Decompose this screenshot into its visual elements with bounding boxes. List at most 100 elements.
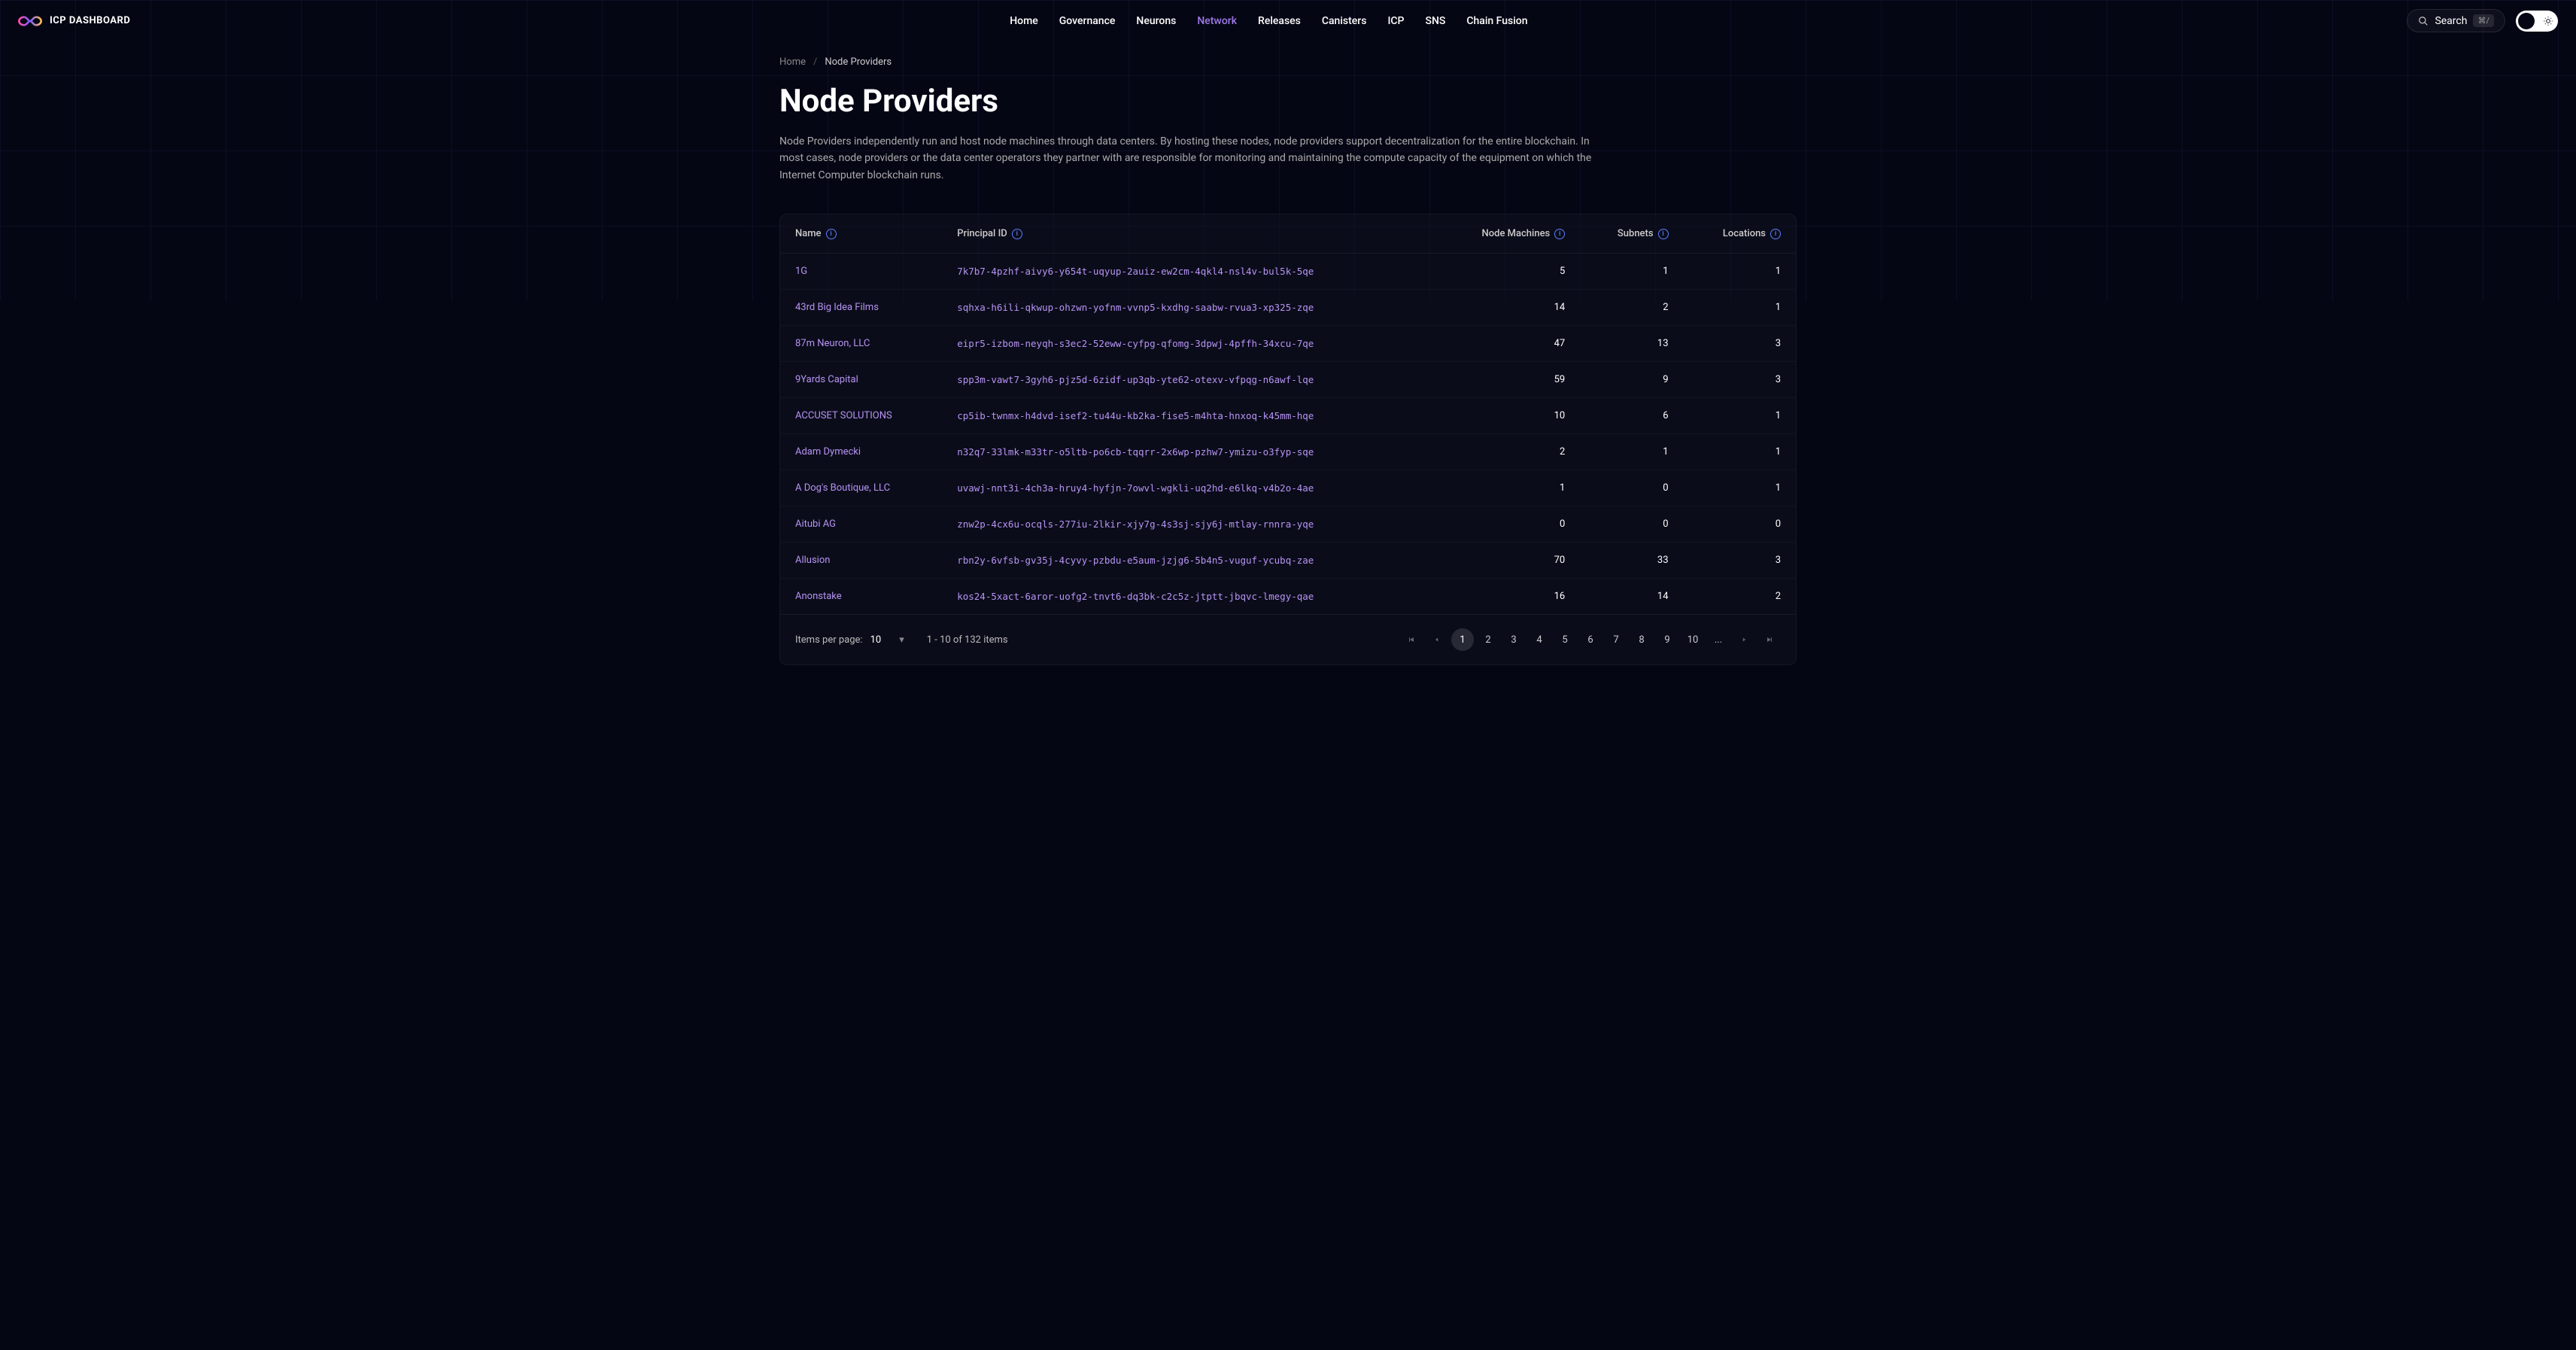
- page-title: Node Providers: [779, 83, 1797, 120]
- main-nav: Home Governance Neurons Network Releases…: [1010, 15, 1527, 27]
- cell-name[interactable]: ACCUSET SOLUTIONS: [780, 398, 942, 434]
- page-number-button[interactable]: 3: [1502, 628, 1525, 651]
- cell-locations: 1: [1684, 254, 1796, 290]
- breadcrumb: Home / Node Providers: [779, 56, 1797, 68]
- cell-machines: 10: [1435, 398, 1580, 434]
- nav-sns[interactable]: SNS: [1425, 15, 1445, 27]
- cell-machines: 47: [1435, 326, 1580, 362]
- cell-subnets: 13: [1580, 326, 1683, 362]
- page-number-button[interactable]: 10: [1681, 628, 1704, 651]
- cell-principal[interactable]: rbn2y-6vfsb-gv35j-4cyvy-pzbdu-e5aum-jzjg…: [942, 543, 1435, 579]
- sun-icon: [2543, 16, 2553, 26]
- search-label: Search: [2435, 15, 2467, 27]
- cell-machines: 1: [1435, 470, 1580, 506]
- cell-principal[interactable]: n32q7-33lmk-m33tr-o5ltb-po6cb-tqqrr-2x6w…: [942, 434, 1435, 470]
- page-ellipsis: ...: [1707, 628, 1730, 651]
- cell-machines: 2: [1435, 434, 1580, 470]
- footer-left: Items per page: 10 ▾ 1 - 10 of 132 items: [795, 634, 1008, 646]
- nav-releases[interactable]: Releases: [1258, 15, 1301, 27]
- cell-subnets: 14: [1580, 579, 1683, 615]
- providers-table-card: Namei Principal IDi Node Machinesi Subne…: [779, 214, 1797, 665]
- page-number-button[interactable]: 7: [1605, 628, 1627, 651]
- col-locations[interactable]: Locationsi: [1684, 214, 1796, 254]
- table-row: Adam Dymecki n32q7-33lmk-m33tr-o5ltb-po6…: [780, 434, 1796, 470]
- nav-network[interactable]: Network: [1197, 15, 1237, 27]
- table-row: ACCUSET SOLUTIONS cp5ib-twnmx-h4dvd-isef…: [780, 398, 1796, 434]
- nav-canisters[interactable]: Canisters: [1322, 15, 1367, 27]
- toggle-knob: [2518, 13, 2535, 29]
- info-icon[interactable]: i: [1658, 229, 1669, 239]
- cell-subnets: 1: [1580, 434, 1683, 470]
- nav-neurons[interactable]: Neurons: [1136, 15, 1176, 27]
- col-subnets[interactable]: Subnetsi: [1580, 214, 1683, 254]
- col-name[interactable]: Namei: [780, 214, 942, 254]
- cell-name[interactable]: 87m Neuron, LLC: [780, 326, 942, 362]
- cell-principal[interactable]: eipr5-izbom-neyqh-s3ec2-52eww-cyfpg-qfom…: [942, 326, 1435, 362]
- cell-name[interactable]: 1G: [780, 254, 942, 290]
- prev-page-button[interactable]: [1426, 628, 1448, 651]
- cell-principal[interactable]: cp5ib-twnmx-h4dvd-isef2-tu44u-kb2ka-fise…: [942, 398, 1435, 434]
- cell-principal[interactable]: kos24-5xact-6aror-uofg2-tnvt6-dq3bk-c2c5…: [942, 579, 1435, 615]
- cell-subnets: 0: [1580, 506, 1683, 543]
- nav-icp[interactable]: ICP: [1387, 15, 1404, 27]
- last-page-button[interactable]: [1758, 628, 1781, 651]
- logo[interactable]: ICP DASHBOARD: [18, 14, 130, 28]
- cell-principal[interactable]: 7k7b7-4pzhf-aivy6-y654t-uqyup-2auiz-ew2c…: [942, 254, 1435, 290]
- table-row: 9Yards Capital spp3m-vawt7-3gyh6-pjz5d-6…: [780, 362, 1796, 398]
- cell-machines: 5: [1435, 254, 1580, 290]
- per-page-select[interactable]: 10 ▾: [870, 634, 904, 646]
- cell-locations: 2: [1684, 579, 1796, 615]
- page-number-button[interactable]: 8: [1630, 628, 1653, 651]
- cell-name[interactable]: 43rd Big Idea Films: [780, 290, 942, 326]
- brand-text: ICP DASHBOARD: [50, 15, 130, 26]
- next-page-button[interactable]: [1733, 628, 1755, 651]
- cell-name[interactable]: Aitubi AG: [780, 506, 942, 543]
- main-content: Home / Node Providers Node Providers Nod…: [761, 41, 1815, 695]
- cell-subnets: 33: [1580, 543, 1683, 579]
- search-icon: [2418, 16, 2429, 26]
- cell-name[interactable]: Allusion: [780, 543, 942, 579]
- cell-locations: 3: [1684, 362, 1796, 398]
- page-number-button[interactable]: 2: [1477, 628, 1499, 651]
- page-number-button[interactable]: 6: [1579, 628, 1602, 651]
- first-page-button[interactable]: [1400, 628, 1423, 651]
- table-row: Aitubi AG znw2p-4cx6u-ocqls-277iu-2lkir-…: [780, 506, 1796, 543]
- header-right: Search ⌘/: [2407, 9, 2558, 32]
- breadcrumb-current: Node Providers: [825, 56, 892, 68]
- cell-name[interactable]: Anonstake: [780, 579, 942, 615]
- nav-chain-fusion[interactable]: Chain Fusion: [1466, 15, 1527, 27]
- info-icon[interactable]: i: [1012, 229, 1022, 239]
- cell-name[interactable]: Adam Dymecki: [780, 434, 942, 470]
- cell-name[interactable]: A Dog's Boutique, LLC: [780, 470, 942, 506]
- breadcrumb-home[interactable]: Home: [779, 56, 806, 68]
- cell-principal[interactable]: znw2p-4cx6u-ocqls-277iu-2lkir-xjy7g-4s3s…: [942, 506, 1435, 543]
- cell-machines: 0: [1435, 506, 1580, 543]
- per-page-label: Items per page:: [795, 634, 863, 646]
- col-machines[interactable]: Node Machinesi: [1435, 214, 1580, 254]
- theme-toggle[interactable]: [2516, 11, 2558, 32]
- cell-name[interactable]: 9Yards Capital: [780, 362, 942, 398]
- col-principal[interactable]: Principal IDi: [942, 214, 1435, 254]
- cell-locations: 0: [1684, 506, 1796, 543]
- page-number-button[interactable]: 4: [1528, 628, 1551, 651]
- cell-principal[interactable]: sqhxa-h6ili-qkwup-ohzwn-yofnm-vvnp5-kxdh…: [942, 290, 1435, 326]
- page-number-button[interactable]: 9: [1656, 628, 1678, 651]
- page-number-button[interactable]: 5: [1554, 628, 1576, 651]
- search-button[interactable]: Search ⌘/: [2407, 9, 2505, 32]
- page-number-button[interactable]: 1: [1451, 628, 1474, 651]
- nav-home[interactable]: Home: [1010, 15, 1038, 27]
- pagination: 12345678910...: [1400, 628, 1781, 651]
- table-row: Anonstake kos24-5xact-6aror-uofg2-tnvt6-…: [780, 579, 1796, 615]
- cell-machines: 16: [1435, 579, 1580, 615]
- info-icon[interactable]: i: [1770, 229, 1781, 239]
- cell-principal[interactable]: uvawj-nnt3i-4ch3a-hruy4-hyfjn-7owvl-wgkl…: [942, 470, 1435, 506]
- cell-subnets: 1: [1580, 254, 1683, 290]
- cell-locations: 1: [1684, 470, 1796, 506]
- info-icon[interactable]: i: [826, 229, 837, 239]
- cell-machines: 59: [1435, 362, 1580, 398]
- search-kbd: ⌘/: [2473, 14, 2494, 27]
- cell-principal[interactable]: spp3m-vawt7-3gyh6-pjz5d-6zidf-up3qb-yte6…: [942, 362, 1435, 398]
- header: ICP DASHBOARD Home Governance Neurons Ne…: [0, 0, 2576, 41]
- nav-governance[interactable]: Governance: [1059, 15, 1116, 27]
- info-icon[interactable]: i: [1554, 229, 1565, 239]
